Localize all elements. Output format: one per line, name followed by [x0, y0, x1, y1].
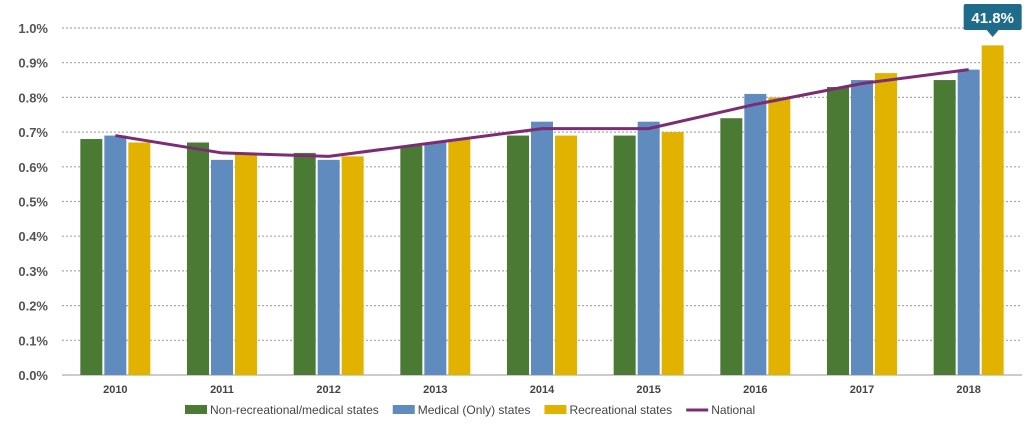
bars — [80, 45, 1004, 376]
bar — [400, 145, 423, 375]
bar — [720, 118, 743, 375]
y-tick-label: 0.3% — [18, 264, 48, 279]
national-line — [115, 68, 969, 158]
y-tick-label: 0.7% — [18, 125, 48, 140]
bar — [933, 80, 956, 376]
legend-swatch — [544, 405, 567, 414]
callout-box — [963, 4, 1022, 30]
bar — [875, 73, 897, 376]
bar — [981, 45, 1004, 375]
bar — [768, 97, 791, 376]
callout: 41.8% — [963, 4, 1022, 37]
legend-label: Medical (Only) states — [418, 403, 531, 417]
x-tick-label: 2018 — [956, 384, 980, 396]
legend: Non-recreational/medical states Medical (… — [185, 403, 755, 417]
y-tick-label: 0.4% — [18, 229, 48, 244]
bar — [827, 86, 849, 376]
y-axis: 0.0% 0.1% 0.2% 0.3% 0.4% 0.5% 0.6% 0.7% 0.8% 0.9%… — [18, 21, 48, 383]
series-line — [115, 68, 969, 158]
bar — [637, 121, 660, 375]
bar — [187, 142, 209, 375]
legend-swatch — [392, 405, 415, 414]
x-tick-label: 2014 — [530, 384, 555, 396]
x-tick-label: 2015 — [636, 384, 660, 396]
bar — [448, 139, 471, 375]
y-tick-label: 0.5% — [18, 195, 48, 210]
y-tick-label: 0.1% — [18, 333, 48, 348]
bar — [555, 135, 577, 375]
legend-label: Non-recreational/medical states — [210, 403, 379, 417]
bar — [293, 152, 316, 375]
bar — [104, 135, 127, 375]
bar — [341, 156, 364, 375]
bar — [211, 159, 233, 375]
callout-label: 41.8% — [971, 10, 1014, 27]
x-tick-label: 2016 — [743, 384, 767, 396]
y-tick-label: 0.6% — [18, 160, 48, 175]
x-tick-label: 2013 — [423, 384, 447, 396]
x-tick-label: 2011 — [210, 384, 234, 396]
bar — [235, 152, 257, 375]
bar — [531, 121, 553, 375]
bar — [851, 80, 873, 376]
y-tick-label: 0.9% — [18, 56, 48, 71]
bar — [957, 69, 980, 375]
legend-swatch — [185, 405, 207, 414]
bar — [507, 135, 529, 375]
y-tick-label: 0.2% — [18, 299, 48, 314]
x-axis: 2010 2011 2012 2013 2014 2015 2016 2017 2018 — [103, 384, 981, 396]
bar — [613, 135, 636, 375]
callout-pointer — [986, 30, 999, 37]
bar — [424, 142, 447, 375]
x-tick-label: 2010 — [103, 384, 127, 396]
legend-label: National — [711, 403, 755, 417]
y-tick-label: 0.0% — [18, 368, 48, 383]
bar — [80, 139, 103, 375]
bar — [661, 132, 684, 375]
bar — [317, 159, 340, 375]
x-tick-label: 2017 — [850, 384, 874, 396]
legend-label: Recreational states — [569, 403, 672, 417]
y-tick-label: 1.0% — [18, 21, 48, 36]
y-tick-label: 0.8% — [18, 90, 48, 105]
x-tick-label: 2012 — [316, 384, 340, 396]
bar — [744, 93, 767, 376]
bar — [128, 142, 151, 375]
